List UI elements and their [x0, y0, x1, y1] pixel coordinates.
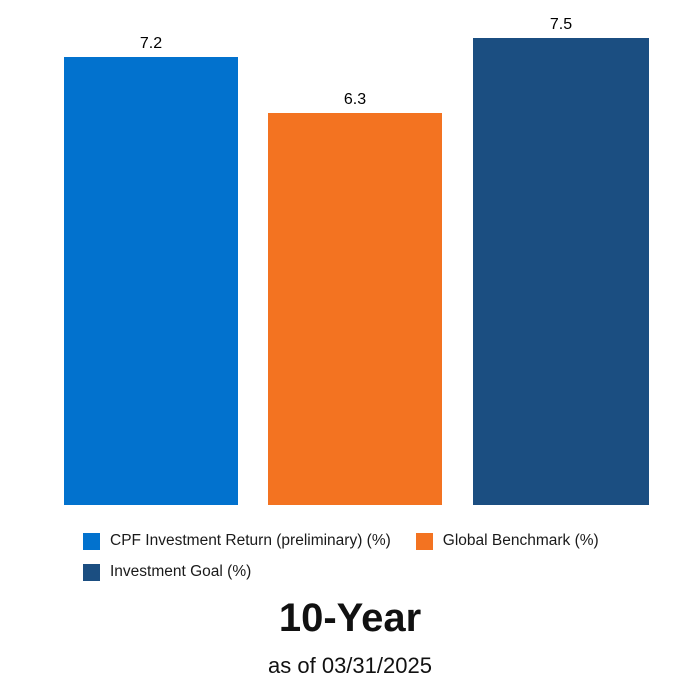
legend-label: Investment Goal (%) [110, 563, 252, 580]
chart-subtitle: as of 03/31/2025 [268, 653, 432, 678]
chart-title: 10-Year [278, 596, 422, 640]
bar-value-label: 6.3 [343, 90, 367, 108]
bar-3[interactable] [473, 38, 649, 505]
chart-legend: CPF Investment Return (preliminary) (%) G… [83, 532, 683, 581]
legend-item-1[interactable]: CPF Investment Return (preliminary) (%) [83, 532, 391, 550]
bar-group-2: 6.3 [268, 90, 442, 505]
legend-item-3[interactable]: Investment Goal (%) [83, 563, 251, 581]
bar-group-1: 7.2 [64, 34, 238, 505]
legend-swatch-icon [415, 532, 433, 550]
bar-value-label: 7.2 [139, 34, 163, 52]
legend-label: CPF Investment Return (preliminary) (%) [110, 532, 391, 549]
legend-label: Global Benchmark (%) [442, 532, 599, 549]
bar-value-label: 7.5 [549, 15, 573, 33]
legend-item-2[interactable]: Global Benchmark (%) [415, 532, 599, 550]
bar-1[interactable] [64, 57, 238, 505]
bar-plot-area: 7.2 6.3 7.5 [64, 15, 649, 505]
bar-2[interactable] [268, 113, 442, 505]
bar-group-3: 7.5 [473, 15, 649, 505]
legend-swatch-icon [83, 563, 100, 581]
legend-swatch-icon [83, 532, 100, 550]
